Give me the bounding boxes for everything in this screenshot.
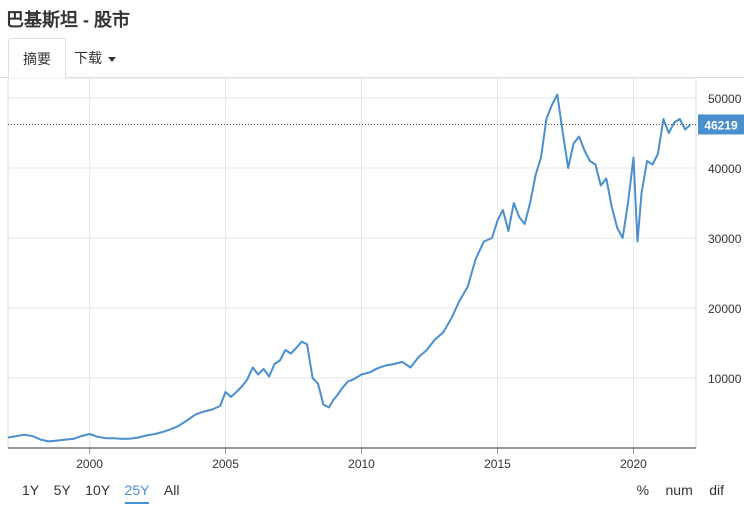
x-tick-label: 2005 (212, 457, 239, 471)
x-tick-label: 2020 (620, 457, 647, 471)
caret-down-icon (108, 56, 116, 62)
range-1y[interactable]: 1Y (22, 482, 40, 498)
y-tick-label: 50000 (708, 92, 742, 106)
mode-percent[interactable]: % (636, 482, 650, 498)
last-value-badge (698, 114, 744, 135)
x-tick-label: 2015 (484, 457, 511, 471)
y-tick-label: 30000 (708, 232, 742, 246)
range-all[interactable]: All (163, 482, 180, 498)
chart-area: 10000 20000 30000 40000 50000 2000 2005 2010 201… (0, 77, 744, 478)
series-line (7, 93, 692, 443)
plot-frame (7, 77, 697, 449)
y-tick-label: 10000 (708, 372, 742, 386)
x-tick-label: 2010 (348, 457, 375, 471)
stock-chart: 10000 20000 30000 40000 50000 2000 2005 2010 201… (7, 77, 744, 471)
last-value-label: 46219 (704, 118, 738, 132)
range-selector: 1Y 5Y 10Y 25Y All (22, 480, 189, 506)
mode-selector: % num dif (625, 480, 724, 500)
range-25y[interactable]: 25Y (124, 480, 150, 504)
x-tick-label: 2000 (76, 457, 103, 471)
tab-summary[interactable]: 摘要 (8, 38, 66, 79)
range-5y[interactable]: 5Y (53, 482, 71, 498)
y-tick-label: 20000 (708, 302, 742, 316)
mode-num[interactable]: num (665, 482, 693, 498)
mode-dif[interactable]: dif (709, 482, 724, 498)
page-title: 巴基斯坦 - 股市 (6, 10, 130, 30)
tab-bar: 摘要 下载 (0, 38, 744, 79)
tab-download[interactable]: 下载 (60, 38, 130, 78)
tab-download-label: 下载 (74, 50, 102, 66)
y-tick-label: 40000 (708, 162, 742, 176)
range-10y[interactable]: 10Y (85, 482, 111, 498)
